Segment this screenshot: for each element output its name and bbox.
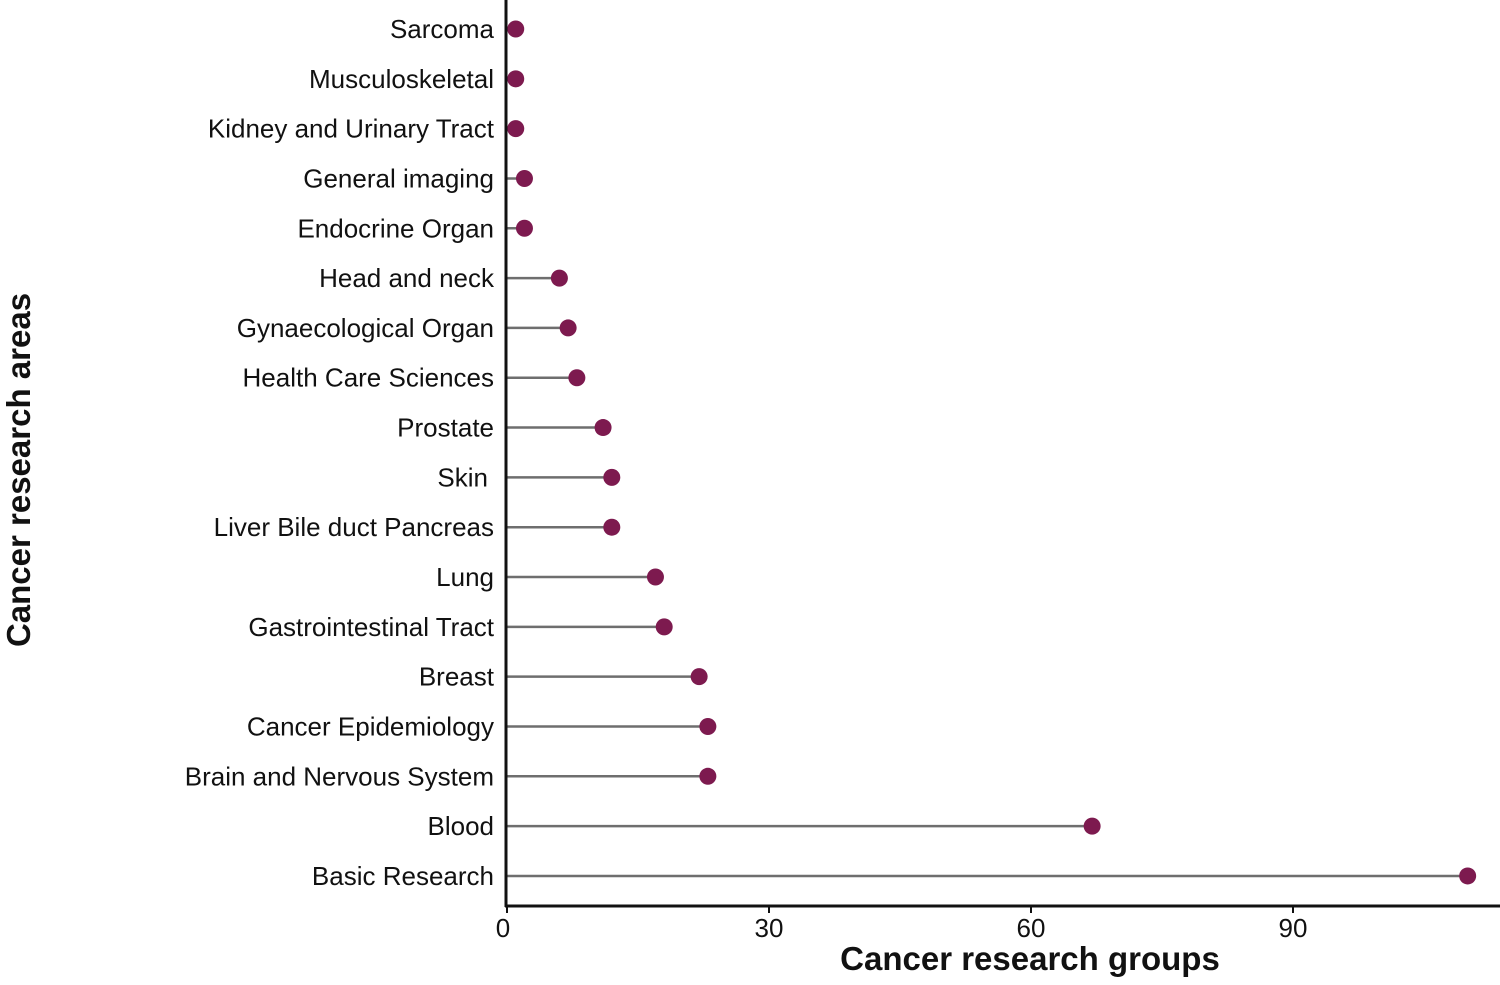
data-point xyxy=(568,369,586,387)
x-tick-label: 60 xyxy=(1017,913,1046,943)
category-label: Liver Bile duct Pancreas xyxy=(214,512,494,542)
category-label: Prostate xyxy=(397,413,494,443)
category-label: Cancer Epidemiology xyxy=(247,711,494,741)
data-point xyxy=(699,717,717,735)
category-label: Brain and Nervous System xyxy=(185,761,494,791)
category-label: General imaging xyxy=(303,163,494,193)
category-label: Head and neck xyxy=(319,263,495,293)
category-label: Skin xyxy=(437,462,488,492)
data-point xyxy=(603,468,621,486)
stems xyxy=(507,27,1468,878)
category-label: Lung xyxy=(436,562,494,592)
data-point xyxy=(690,668,708,686)
data-points xyxy=(507,20,1477,885)
category-label: Gastrointestinal Tract xyxy=(248,612,494,642)
data-point xyxy=(559,319,577,337)
data-point xyxy=(507,20,525,38)
category-label: Endocrine Organ xyxy=(297,213,494,243)
category-label: Basic Research xyxy=(312,861,494,891)
category-label: Breast xyxy=(419,662,495,692)
y-axis-title: Cancer research areas xyxy=(0,293,37,647)
category-labels: Sarcoma Musculoskeletal Kidney and Urinary… xyxy=(185,14,495,891)
x-tick-label: 0 xyxy=(496,913,510,943)
data-point xyxy=(655,618,673,636)
x-tick-label: 30 xyxy=(755,913,784,943)
x-axis-title: Cancer research groups xyxy=(840,940,1220,977)
data-point xyxy=(646,568,664,586)
data-point xyxy=(515,219,533,237)
data-point xyxy=(699,767,717,785)
data-point xyxy=(594,419,612,437)
data-point xyxy=(1083,817,1101,835)
category-label: Musculoskeletal xyxy=(309,64,494,94)
x-axis-ticks: 0 30 60 90 xyxy=(496,906,1308,943)
data-point xyxy=(1459,867,1477,885)
x-tick-label: 90 xyxy=(1279,913,1308,943)
category-label: Blood xyxy=(428,811,495,841)
data-point xyxy=(507,70,525,88)
category-label: Health Care Sciences xyxy=(243,363,494,393)
data-point xyxy=(603,518,621,536)
category-label: Sarcoma xyxy=(390,14,495,44)
data-point xyxy=(507,120,525,138)
category-label: Kidney and Urinary Tract xyxy=(208,114,495,144)
data-point xyxy=(515,169,533,187)
data-point xyxy=(550,269,568,287)
category-label: Gynaecological Organ xyxy=(237,313,494,343)
